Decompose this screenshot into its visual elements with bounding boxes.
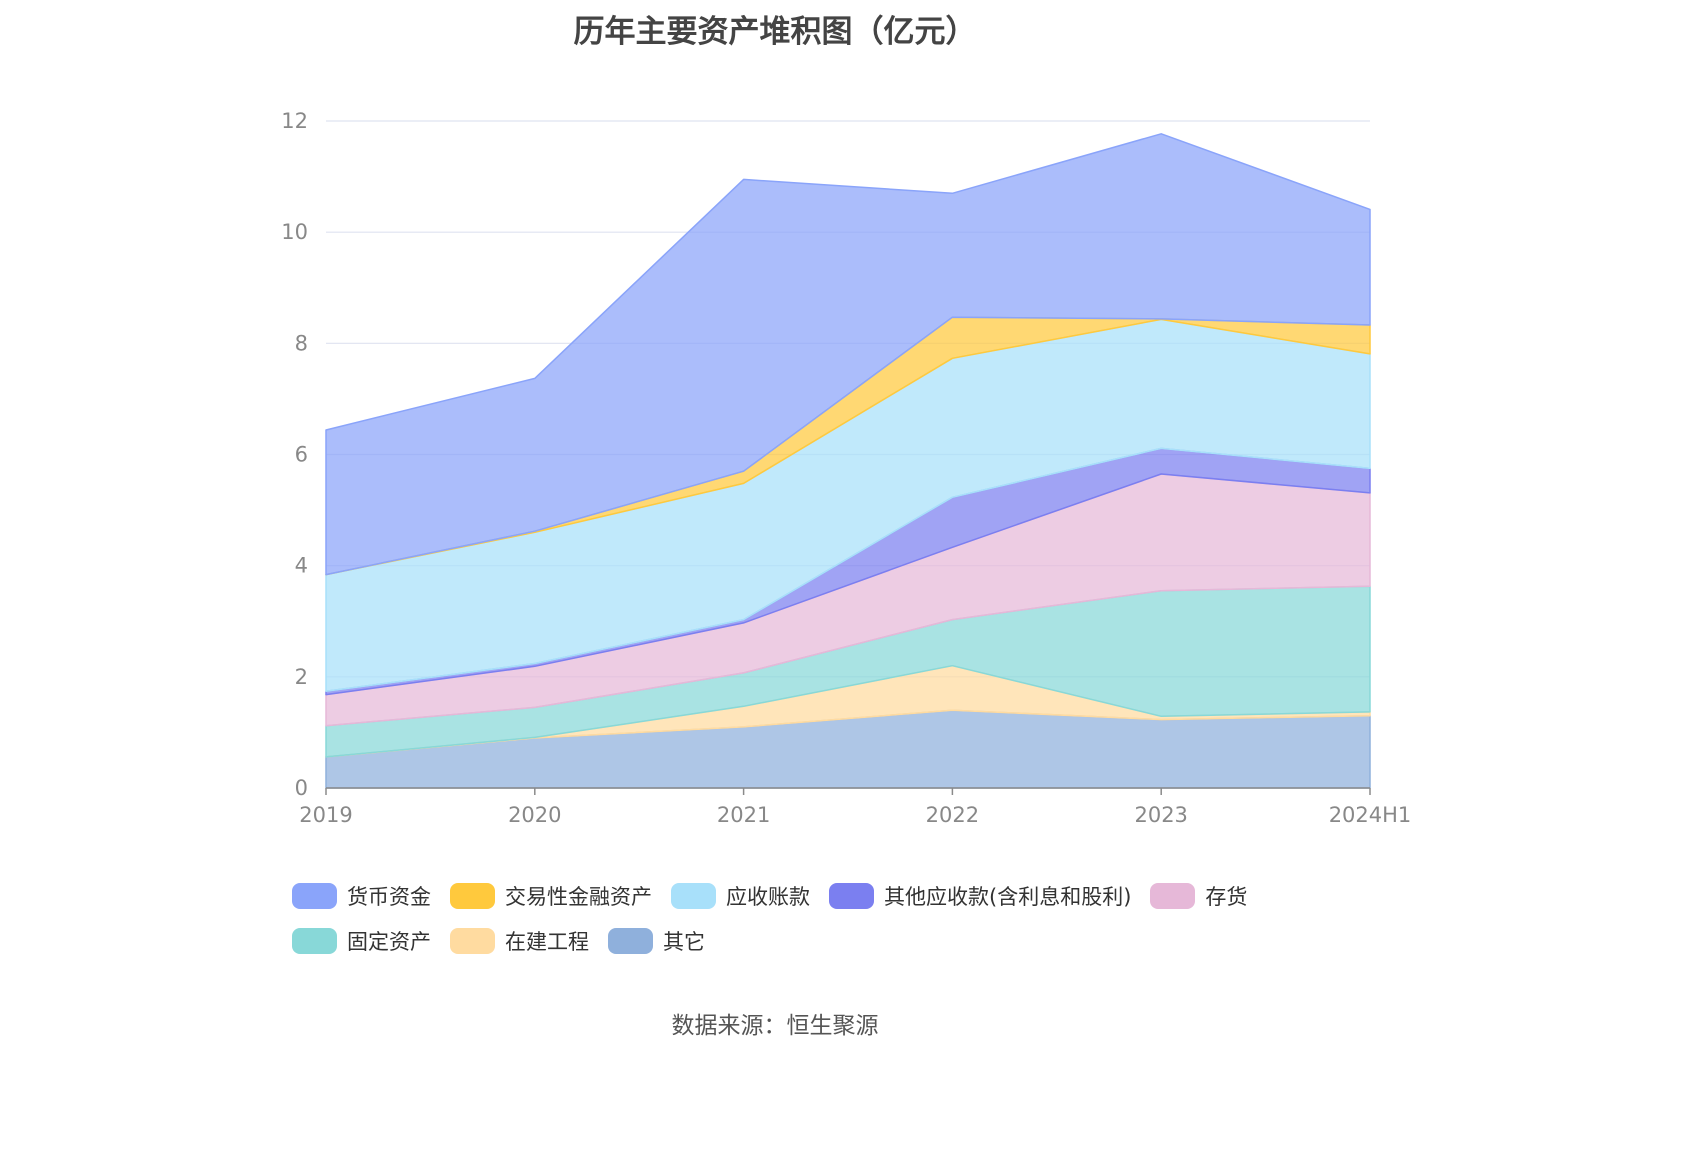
- legend-item[interactable]: 存货: [1150, 881, 1247, 911]
- x-tick-label: 2020: [508, 803, 561, 827]
- x-tick-label: 2019: [299, 803, 352, 827]
- legend-swatch: [292, 882, 337, 909]
- legend-swatch: [671, 882, 716, 909]
- axes: 0 2 4 6 8 10 12 2019 2020 2021 2022 2023 2024H1: [281, 109, 1411, 827]
- legend-row: 货币资金 交易性金融资产 应收账款 其他应收款(含利息和股利) 存货: [292, 873, 1302, 918]
- legend-label: 其它: [663, 929, 705, 954]
- legend-row: 固定资产 在建工程 其它: [292, 918, 1302, 963]
- legend-swatch: [829, 882, 874, 909]
- x-tick-label: 2021: [717, 803, 770, 827]
- legend-item[interactable]: 在建工程: [450, 926, 589, 956]
- legend-label: 存货: [1205, 884, 1248, 909]
- legend-label: 交易性金融资产: [505, 884, 652, 909]
- legend-label: 货币资金: [347, 884, 431, 909]
- area-series-7: [325, 133, 1371, 576]
- chart-title: 历年主要资产堆积图（亿元）: [573, 14, 977, 50]
- y-tick-label: 0: [295, 776, 308, 800]
- x-tick-label: 2024H1: [1329, 803, 1412, 827]
- legend-item[interactable]: 固定资产: [292, 926, 431, 956]
- legend-label: 固定资产: [347, 929, 431, 954]
- y-tick-label: 10: [281, 220, 308, 244]
- legend-item[interactable]: 交易性金融资产: [450, 881, 652, 911]
- y-tick-label: 4: [295, 554, 308, 578]
- legend-item[interactable]: 应收账款: [671, 881, 810, 911]
- area-series: [325, 133, 1371, 789]
- x-tick-label: 2023: [1134, 803, 1187, 827]
- y-tick-label: 6: [295, 443, 308, 467]
- legend: 货币资金 交易性金融资产 应收账款 其他应收款(含利息和股利) 存货固定资产 在建工程 其它: [292, 873, 1302, 963]
- x-tick-label: 2022: [926, 803, 979, 827]
- legend-label: 在建工程: [505, 929, 589, 954]
- legend-label: 其他应收款(含利息和股利): [884, 884, 1132, 909]
- legend-label: 应收账款: [726, 884, 810, 909]
- legend-item[interactable]: 其他应收款(含利息和股利): [829, 881, 1131, 911]
- legend-swatch: [1150, 882, 1196, 909]
- legend-item[interactable]: 货币资金: [292, 881, 431, 911]
- legend-swatch: [292, 927, 337, 954]
- y-tick-label: 12: [281, 109, 308, 133]
- y-tick-label: 2: [295, 665, 308, 689]
- legend-swatch: [450, 882, 495, 909]
- legend-swatch: [450, 927, 495, 954]
- data-source: 数据来源：恒生聚源: [671, 1013, 879, 1039]
- legend-swatch: [608, 927, 653, 954]
- legend-item[interactable]: 其它: [608, 926, 705, 956]
- y-tick-label: 8: [295, 331, 308, 355]
